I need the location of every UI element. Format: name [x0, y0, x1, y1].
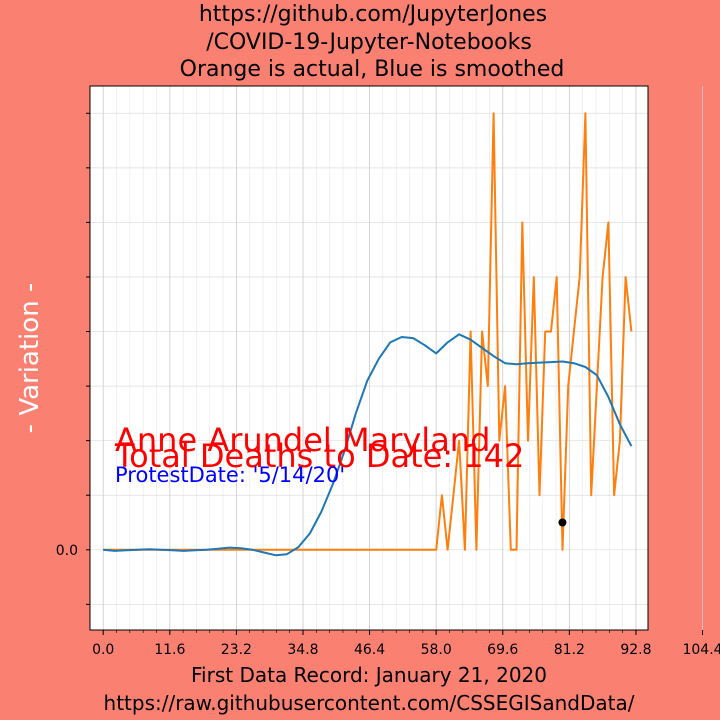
x-tick-label: 11.6 — [154, 642, 185, 658]
x-tick-label: 69.6 — [487, 642, 518, 658]
protest-date-annotation: ProtestDate: '5/14/20' — [115, 463, 345, 487]
location-annotation: Anne Arundel Maryland — [115, 421, 490, 459]
title-line-2: /COVID-19-Jupyter-Notebooks — [206, 30, 532, 55]
x-tick-label: 34.8 — [287, 642, 318, 658]
x-axis-label: First Data Record: January 21, 2020 http… — [104, 663, 635, 715]
series-line-smoothed — [103, 333, 633, 557]
annotations: Anne Arundel Maryland Total Deaths to Da… — [114, 421, 524, 487]
title-line-3: Orange is actual, Blue is smoothed — [180, 57, 565, 82]
axis-ticks: 0.0 11.6 23.2 34.8 46.4 58.0 69.6 81.2 92.8 104.4… — [56, 112, 720, 658]
total-deaths-annotation: Total Deaths to Date: 142 — [114, 437, 524, 475]
x-axis-label-line-1: First Data Record: January 21, 2020 — [191, 663, 547, 687]
plot-frame — [89, 85, 649, 631]
marker-point — [558, 518, 567, 527]
x-tick-label: 104.4 — [682, 642, 720, 658]
chart-title: https://github.com/JupyterJones /COVID-1… — [180, 2, 565, 82]
x-tick-label: 81.2 — [554, 642, 585, 658]
x-tick-label: 46.4 — [354, 642, 385, 658]
x-axis-label-line-2: https://raw.githubusercontent.com/CSSEGI… — [104, 691, 635, 715]
grid — [90, 86, 703, 630]
x-tick-label: 92.8 — [620, 642, 651, 658]
y-tick-label: 0.0 — [56, 543, 78, 559]
y-axis-label: - Variation - — [15, 283, 45, 434]
x-tick-label: 58.0 — [421, 642, 452, 658]
x-tick-label: 23.2 — [221, 642, 252, 658]
x-tick-label: 0.0 — [92, 642, 114, 658]
title-line-1: https://github.com/JupyterJones — [199, 2, 547, 27]
series-layer — [103, 112, 633, 557]
